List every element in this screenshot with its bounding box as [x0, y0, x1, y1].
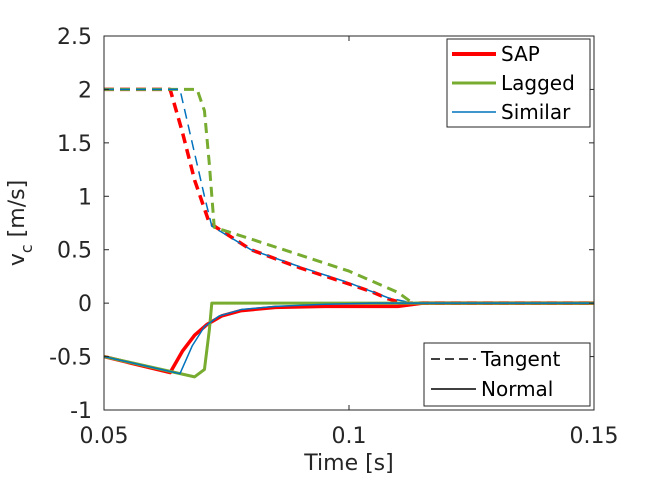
series-line-lagged-normal — [103, 301, 594, 379]
legend-methods: SAP Lagged Similar — [446, 38, 591, 128]
legend-label-lagged: Lagged — [501, 71, 575, 95]
legend-label-tangent: Tangent — [480, 347, 561, 371]
x-tick-label: 0.15 — [570, 424, 619, 449]
y-tick-label: 0.5 — [57, 239, 92, 264]
y-tick-label: 1 — [78, 185, 92, 210]
series-layer — [103, 87, 594, 379]
legend-label-similar: Similar — [501, 100, 571, 124]
y-tick-label: 2 — [78, 78, 92, 103]
y-axis-label-subscript: c — [17, 244, 36, 253]
x-axis-label: Time [s] — [303, 451, 393, 476]
y-axis-label-main: v — [5, 253, 30, 266]
series-line-sap-normal — [103, 301, 594, 375]
legend-styles-box — [423, 342, 591, 407]
series-line-similar-normal — [103, 302, 594, 375]
y-tick-label: 1.5 — [57, 132, 92, 157]
y-tick-label: 2.5 — [57, 25, 92, 50]
svg-text:vc [m/s]: vc [m/s] — [5, 180, 36, 266]
ticks-layer: 0.05 0.1 0.15 -1 -0.5 0 0.5 1 1.5 2 2.5 — [49, 25, 618, 449]
x-tick-label: 0.05 — [80, 424, 129, 449]
y-axis-label-unit: [m/s] — [5, 180, 30, 244]
x-tick-label: 0.1 — [332, 424, 367, 449]
y-axis-label: vc [m/s] — [5, 180, 36, 266]
y-tick-label: -1 — [70, 399, 92, 424]
legend-label-sap: SAP — [501, 42, 540, 66]
legend-styles: Tangent Normal — [423, 342, 591, 407]
y-tick-label: 0 — [78, 292, 92, 317]
legend-label-normal: Normal — [481, 377, 553, 401]
y-tick-label: -0.5 — [49, 346, 92, 371]
series-line-lagged-tangent — [104, 87, 594, 305]
